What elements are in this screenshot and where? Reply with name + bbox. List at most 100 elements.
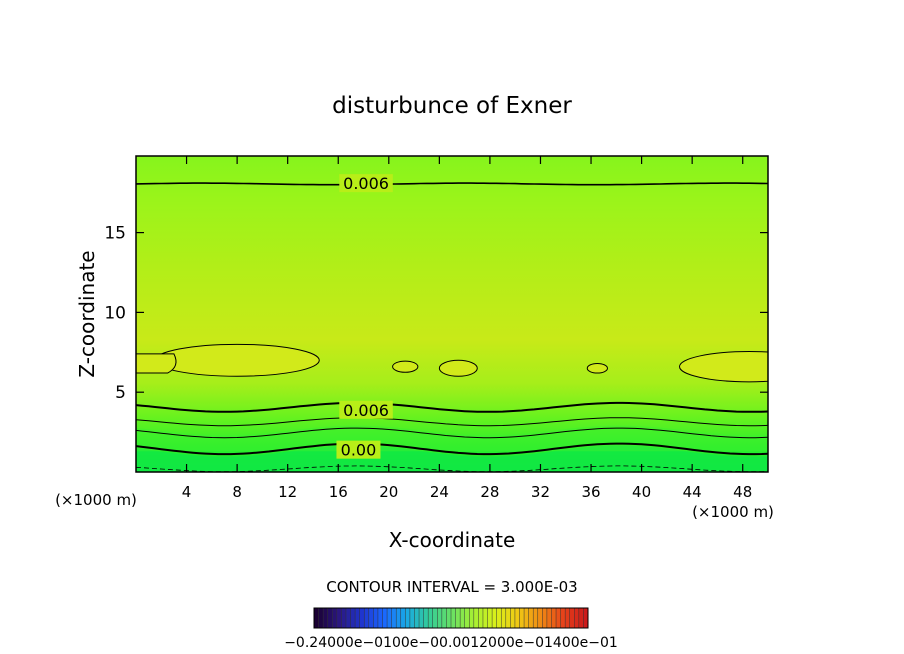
x-axis-label: X-coordinate xyxy=(389,528,516,552)
colorbar-cell xyxy=(519,608,525,628)
contour-line xyxy=(136,442,768,456)
colorbar-cell xyxy=(345,608,352,628)
contour-line xyxy=(136,417,768,427)
x-tick-label: 12 xyxy=(278,483,297,501)
colorbar-cell xyxy=(551,608,557,628)
colorbar-cell xyxy=(565,608,571,628)
colorbar-cell xyxy=(428,608,434,628)
colorbar-cell xyxy=(414,608,420,628)
contour-closed xyxy=(586,362,608,374)
colorbar-cell xyxy=(505,608,511,628)
colorbar-cell xyxy=(314,608,320,628)
colorbar-cell xyxy=(318,608,324,628)
colorbar-cell xyxy=(533,608,539,628)
colorbar-cell xyxy=(464,608,470,628)
contour-line xyxy=(136,401,768,413)
colorbar-cell xyxy=(377,608,383,628)
colorbar-labels: −0.24000e−0100e−00.0012000e−01400e−01 xyxy=(284,635,618,651)
y-unit-label: (×1000 m) xyxy=(55,491,137,509)
colorbar-cell xyxy=(446,608,452,628)
colorbar-frame xyxy=(313,607,589,629)
colorbar-cell xyxy=(382,608,388,628)
colorbar-cell xyxy=(323,608,329,628)
contour-lines xyxy=(136,182,768,472)
colorbar-cell xyxy=(537,608,543,628)
contour-label: 0.006 xyxy=(343,174,389,193)
x-tick-label: 16 xyxy=(329,483,348,501)
colorbar-cell xyxy=(487,608,493,628)
colorbar-cell xyxy=(542,608,548,628)
contour-label-bg xyxy=(339,174,393,193)
contour-label: 0.00 xyxy=(341,441,377,460)
colorbar-cell xyxy=(336,608,342,628)
x-tick-label: 44 xyxy=(683,483,702,501)
colorbar-cell xyxy=(409,608,415,628)
contour-closed xyxy=(679,351,768,383)
colorbar-cell xyxy=(396,608,402,628)
y-axis-label: Z-coordinate xyxy=(75,250,99,377)
colorbar-cell xyxy=(437,608,443,628)
contour-line xyxy=(136,427,768,439)
colorbar-cell xyxy=(560,608,566,628)
x-tick-label: 28 xyxy=(480,483,499,501)
colorbar-cell xyxy=(405,608,411,628)
colorbar-cell xyxy=(364,608,370,628)
colorbar-cell xyxy=(373,608,379,628)
colorbar-cell xyxy=(492,608,498,628)
colorbar-cell xyxy=(387,608,393,628)
colorbar-cell xyxy=(583,608,589,628)
x-tick-label: 4 xyxy=(182,483,192,501)
colorbar-cell xyxy=(510,608,516,628)
y-tick-label: 5 xyxy=(115,383,126,403)
colorbar xyxy=(313,607,589,629)
x-tick-label: 24 xyxy=(430,483,449,501)
x-tick-label: 48 xyxy=(733,483,752,501)
colorbar-cell xyxy=(469,608,475,628)
contour-closed xyxy=(136,353,177,374)
x-tick-label: 20 xyxy=(379,483,398,501)
colorbar-cell xyxy=(368,608,374,628)
contour-closed xyxy=(392,360,419,373)
band xyxy=(136,445,768,472)
x-tick-label: 40 xyxy=(632,483,651,501)
colorbar-cell xyxy=(441,608,447,628)
contour-label-bg xyxy=(336,440,381,459)
colorbar-cell xyxy=(451,608,457,628)
colorbar-cell xyxy=(473,608,479,628)
colorbar-cell xyxy=(332,608,338,628)
contour-closed xyxy=(154,343,320,377)
x-tick-label: 36 xyxy=(581,483,600,501)
contour-label-bg xyxy=(339,400,393,419)
colorbar-cell xyxy=(327,608,333,628)
colorbar-cell xyxy=(546,608,552,628)
colorbar-cell xyxy=(423,608,429,628)
colorbar-cell xyxy=(455,608,461,628)
colorbar-cell xyxy=(355,608,361,628)
colorbar-cell xyxy=(574,608,580,628)
colorbar-cell xyxy=(514,608,520,628)
colorbar-cell xyxy=(419,608,425,628)
colorbar-cell xyxy=(524,608,530,628)
y-tick-label: 15 xyxy=(104,224,126,244)
colorbar-cell xyxy=(391,608,397,628)
contour-closed xyxy=(438,359,478,377)
colorbar-cell xyxy=(341,608,347,628)
colorbar-cell xyxy=(556,608,562,628)
colorbar-cell xyxy=(496,608,502,628)
colorbar-cell xyxy=(432,608,438,628)
x-unit-label: (×1000 m) xyxy=(692,503,774,521)
colorbar-cell xyxy=(578,608,584,628)
contour-label: 0.006 xyxy=(343,401,389,420)
colorbar-cell xyxy=(501,608,507,628)
contour-line xyxy=(136,182,768,186)
colorbar-cell xyxy=(482,608,489,628)
x-tick-label: 8 xyxy=(232,483,242,501)
plot-frame xyxy=(135,155,769,473)
contour-labels: 0.006 0.006 0.00 xyxy=(336,174,393,460)
colorbar-cell xyxy=(569,608,575,628)
colorbar-cell xyxy=(359,608,365,628)
chart-title: disturbunce of Exner xyxy=(332,93,572,119)
colorbar-cell xyxy=(350,608,356,628)
